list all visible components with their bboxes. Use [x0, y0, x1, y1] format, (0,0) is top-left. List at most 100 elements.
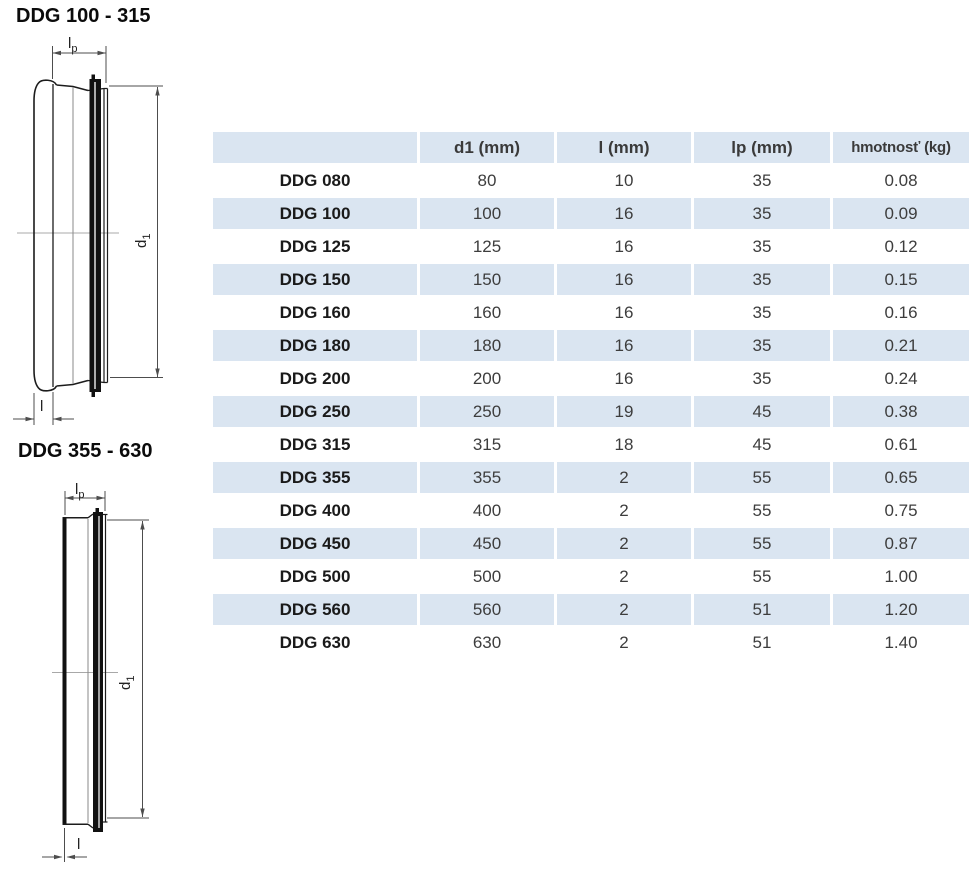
value-cell: 560: [420, 594, 554, 625]
value-cell: 0.12: [884, 237, 918, 256]
lp-dimension-label: lp: [75, 481, 84, 501]
product-name-cell: DDG 355: [213, 462, 417, 493]
value-cell: 55: [694, 462, 830, 493]
product-name-cell: DDG 500: [279, 567, 351, 586]
cap-outline: [62, 513, 108, 829]
value-cell: 500: [472, 567, 502, 586]
value-cell: 0.87: [833, 528, 969, 559]
value-cell: 2: [619, 501, 629, 520]
value-cell: 51: [752, 633, 772, 652]
header-empty: [213, 132, 417, 163]
product-name-cell: DDG 630: [279, 633, 351, 652]
dimension-lines: [13, 46, 163, 425]
value-cell: 450: [420, 528, 554, 559]
ddg-dimensions-table: d1 (mm) l (mm) lp (mm) hmotnosť (kg) DDG…: [210, 130, 972, 660]
product-name-cell: DDG 160: [279, 303, 351, 322]
value-cell: 16: [614, 369, 634, 388]
product-name-cell: DDG 250: [213, 396, 417, 427]
value-cell: 2: [557, 528, 691, 559]
value-cell: 35: [694, 198, 830, 229]
value-cell: 0.15: [833, 264, 969, 295]
product-name-cell: DDG 200: [279, 369, 351, 388]
value-cell: 1.40: [884, 633, 918, 652]
value-cell: 2: [619, 633, 629, 652]
dimension-arrowheads: [25, 50, 160, 422]
table-row: DDG 400 400 2 55 0.75: [213, 495, 969, 526]
table-row: DDG 630 630 2 51 1.40: [213, 627, 969, 658]
value-cell: 18: [614, 435, 634, 454]
table-row: DDG 560 560 2 51 1.20: [213, 594, 969, 625]
l-dimension-label: l: [40, 398, 43, 415]
value-cell: 2: [557, 594, 691, 625]
value-cell: 0.21: [833, 330, 969, 361]
value-cell: 80: [477, 171, 497, 190]
table-row: DDG 180 180 16 35 0.21: [213, 330, 969, 361]
value-cell: 0.75: [884, 501, 918, 520]
value-cell: 35: [752, 369, 772, 388]
product-name-cell: DDG 100: [213, 198, 417, 229]
product-name-cell: DDG 560: [213, 594, 417, 625]
d1-dimension-label: d1: [117, 676, 137, 690]
table-row: DDG 125 125 16 35 0.12: [213, 231, 969, 262]
value-cell: 0.65: [833, 462, 969, 493]
value-cell: 35: [752, 237, 772, 256]
technical-drawing-ddg-355-630: lp l d1: [42, 481, 149, 862]
table-row: DDG 160 160 16 35 0.16: [213, 297, 969, 328]
value-cell: 125: [472, 237, 502, 256]
product-name-cell: DDG 150: [213, 264, 417, 295]
header-row: d1 (mm) l (mm) lp (mm) hmotnosť (kg): [213, 132, 969, 163]
value-cell: 0.09: [833, 198, 969, 229]
value-cell: 51: [694, 594, 830, 625]
value-cell: 55: [752, 501, 772, 520]
value-cell: 0.24: [884, 369, 918, 388]
value-cell: 10: [614, 171, 634, 190]
product-name-cell: DDG 315: [279, 435, 351, 454]
value-cell: 250: [420, 396, 554, 427]
value-cell: 180: [420, 330, 554, 361]
value-cell: 16: [614, 303, 634, 322]
cap-outline: [33, 79, 109, 392]
value-cell: 630: [472, 633, 502, 652]
value-cell: 16: [557, 330, 691, 361]
gasket-band: [89, 74, 101, 397]
value-cell: 19: [557, 396, 691, 427]
lp-dimension-label: lp: [68, 35, 77, 55]
value-cell: 1.00: [884, 567, 918, 586]
table-header: d1 (mm) l (mm) lp (mm) hmotnosť (kg): [213, 132, 969, 163]
value-cell: 45: [752, 435, 772, 454]
value-cell: 35: [752, 303, 772, 322]
value-cell: 55: [752, 567, 772, 586]
value-cell: 35: [752, 171, 772, 190]
product-name-cell: DDG 180: [213, 330, 417, 361]
d1-dimension-label: d1: [133, 234, 153, 248]
drawing-title-ddg-355-630: DDG 355 - 630: [18, 440, 153, 462]
value-cell: 16: [557, 198, 691, 229]
value-cell: 35: [694, 264, 830, 295]
product-name-cell: DDG 125: [279, 237, 351, 256]
value-cell: 0.08: [884, 171, 918, 190]
value-cell: 150: [420, 264, 554, 295]
table-body: DDG 080 80 10 35 0.08 DDG 100 100 16 35 0.09 DDG 1…: [213, 165, 969, 658]
value-cell: 0.38: [833, 396, 969, 427]
table-row: DDG 250 250 19 45 0.38: [213, 396, 969, 427]
product-name-cell: DDG 450: [213, 528, 417, 559]
value-cell: 400: [472, 501, 502, 520]
value-cell: 100: [420, 198, 554, 229]
value-cell: 1.20: [833, 594, 969, 625]
header-l: l (mm): [557, 132, 691, 163]
drawing-title-ddg-100-315: DDG 100 - 315: [16, 5, 151, 27]
table-row: DDG 355 355 2 55 0.65: [213, 462, 969, 493]
l-dimension-label: l: [77, 836, 80, 853]
value-cell: 35: [694, 330, 830, 361]
value-cell: 45: [694, 396, 830, 427]
product-name-cell: DDG 400: [279, 501, 351, 520]
value-cell: 2: [557, 462, 691, 493]
table-row: DDG 100 100 16 35 0.09: [213, 198, 969, 229]
value-cell: 16: [614, 237, 634, 256]
value-cell: 16: [557, 264, 691, 295]
value-cell: 0.61: [884, 435, 918, 454]
table-row: DDG 200 200 16 35 0.24: [213, 363, 969, 394]
table-row: DDG 450 450 2 55 0.87: [213, 528, 969, 559]
value-cell: 55: [694, 528, 830, 559]
